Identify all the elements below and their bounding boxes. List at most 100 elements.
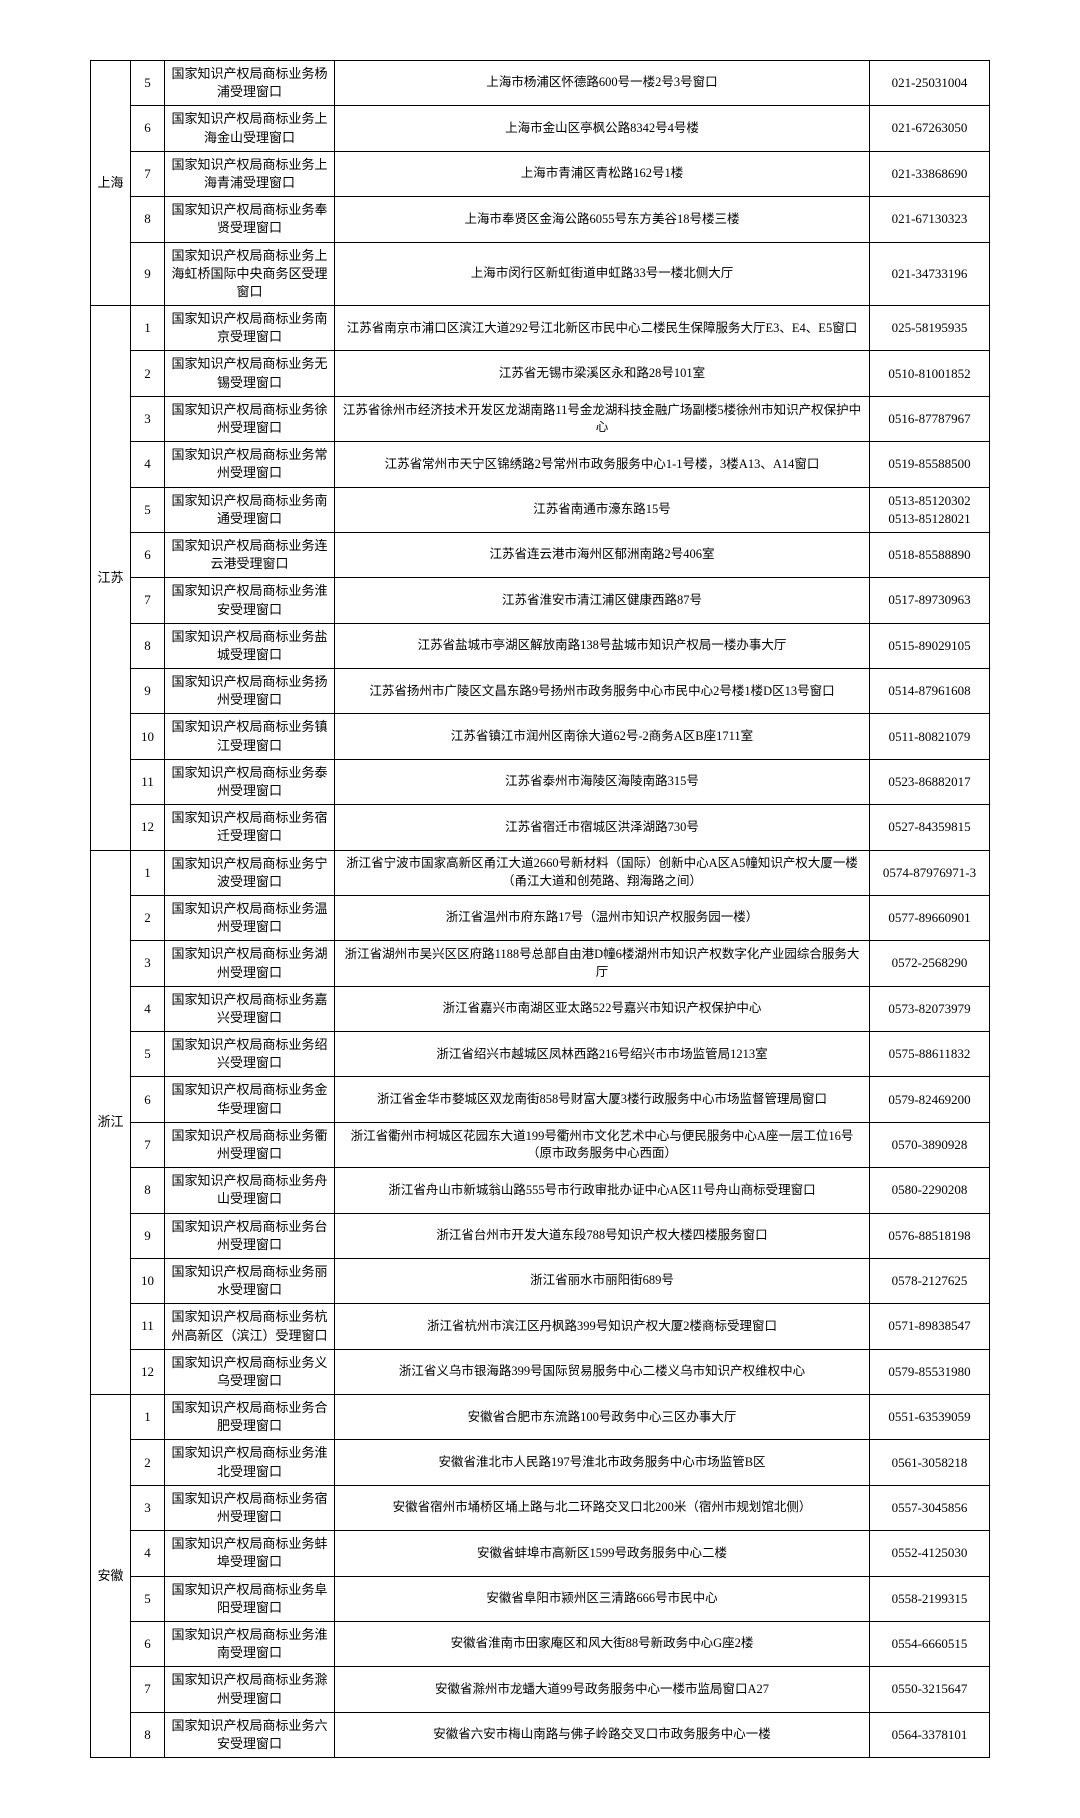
index-cell: 12 bbox=[131, 1349, 165, 1394]
office-cell: 国家知识产权局商标业务上海青浦受理窗口 bbox=[165, 151, 335, 196]
phone-cell: 025-58195935 bbox=[870, 306, 990, 351]
phone-cell: 021-67263050 bbox=[870, 106, 990, 151]
phone-cell: 0579-85531980 bbox=[870, 1349, 990, 1394]
table-row: 9国家知识产权局商标业务上海虹桥国际中央商务区受理窗口上海市闵行区新虹街道申虹路… bbox=[91, 242, 990, 306]
table-row: 3国家知识产权局商标业务徐州受理窗口江苏省徐州市经济技术开发区龙湖南路11号金龙… bbox=[91, 396, 990, 441]
address-cell: 江苏省镇江市润州区南徐大道62号-2商务A区B座1711室 bbox=[335, 714, 870, 759]
index-cell: 8 bbox=[131, 197, 165, 242]
table-row: 3国家知识产权局商标业务宿州受理窗口安徽省宿州市埇桥区埇上路与北二环路交叉口北2… bbox=[91, 1485, 990, 1530]
phone-cell: 0574-87976971-3 bbox=[870, 850, 990, 895]
office-cell: 国家知识产权局商标业务滁州受理窗口 bbox=[165, 1667, 335, 1712]
address-cell: 江苏省无锡市梁溪区永和路28号101室 bbox=[335, 351, 870, 396]
office-cell: 国家知识产权局商标业务杭州高新区（滨江）受理窗口 bbox=[165, 1304, 335, 1349]
address-cell: 江苏省南通市濠东路15号 bbox=[335, 487, 870, 532]
office-cell: 国家知识产权局商标业务湖州受理窗口 bbox=[165, 941, 335, 986]
table-row: 9国家知识产权局商标业务扬州受理窗口江苏省扬州市广陵区文昌东路9号扬州市政务服务… bbox=[91, 669, 990, 714]
office-cell: 国家知识产权局商标业务舟山受理窗口 bbox=[165, 1168, 335, 1213]
index-cell: 10 bbox=[131, 714, 165, 759]
table-row: 浙江1国家知识产权局商标业务宁波受理窗口浙江省宁波市国家高新区甬江大道2660号… bbox=[91, 850, 990, 895]
index-cell: 4 bbox=[131, 986, 165, 1031]
province-cell: 上海 bbox=[91, 61, 131, 306]
index-cell: 1 bbox=[131, 306, 165, 351]
office-cell: 国家知识产权局商标业务淮安受理窗口 bbox=[165, 578, 335, 623]
address-cell: 上海市金山区亭枫公路8342号4号楼 bbox=[335, 106, 870, 151]
office-cell: 国家知识产权局商标业务宿州受理窗口 bbox=[165, 1485, 335, 1530]
phone-cell: 0579-82469200 bbox=[870, 1077, 990, 1122]
office-cell: 国家知识产权局商标业务徐州受理窗口 bbox=[165, 396, 335, 441]
table-row: 4国家知识产权局商标业务嘉兴受理窗口浙江省嘉兴市南湖区亚太路522号嘉兴市知识产… bbox=[91, 986, 990, 1031]
table-row: 2国家知识产权局商标业务温州受理窗口浙江省温州市府东路17号（温州市知识产权服务… bbox=[91, 895, 990, 940]
phone-cell: 0561-3058218 bbox=[870, 1440, 990, 1485]
table-row: 8国家知识产权局商标业务舟山受理窗口浙江省舟山市新城翁山路555号市行政审批办证… bbox=[91, 1168, 990, 1213]
office-cell: 国家知识产权局商标业务淮南受理窗口 bbox=[165, 1621, 335, 1666]
phone-cell: 0551-63539059 bbox=[870, 1395, 990, 1440]
table-row: 安徽1国家知识产权局商标业务合肥受理窗口安徽省合肥市东流路100号政务中心三区办… bbox=[91, 1395, 990, 1440]
phone-cell: 0571-89838547 bbox=[870, 1304, 990, 1349]
address-cell: 浙江省温州市府东路17号（温州市知识产权服务园一楼） bbox=[335, 895, 870, 940]
address-cell: 浙江省金华市婺城区双龙南街858号财富大厦3楼行政服务中心市场监督管理局窗口 bbox=[335, 1077, 870, 1122]
phone-cell: 021-25031004 bbox=[870, 61, 990, 106]
phone-cell: 0515-89029105 bbox=[870, 623, 990, 668]
phone-cell: 0514-87961608 bbox=[870, 669, 990, 714]
table-row: 4国家知识产权局商标业务蚌埠受理窗口安徽省蚌埠市高新区1599号政务服务中心二楼… bbox=[91, 1531, 990, 1576]
address-cell: 浙江省舟山市新城翁山路555号市行政审批办证中心A区11号舟山商标受理窗口 bbox=[335, 1168, 870, 1213]
index-cell: 8 bbox=[131, 1712, 165, 1757]
phone-cell: 0516-87787967 bbox=[870, 396, 990, 441]
table-row: 5国家知识产权局商标业务阜阳受理窗口安徽省阜阳市颍州区三清路666号市民中心05… bbox=[91, 1576, 990, 1621]
office-cell: 国家知识产权局商标业务六安受理窗口 bbox=[165, 1712, 335, 1757]
index-cell: 7 bbox=[131, 1122, 165, 1167]
index-cell: 7 bbox=[131, 578, 165, 623]
address-cell: 江苏省泰州市海陵区海陵南路315号 bbox=[335, 759, 870, 804]
index-cell: 9 bbox=[131, 1213, 165, 1258]
office-cell: 国家知识产权局商标业务合肥受理窗口 bbox=[165, 1395, 335, 1440]
table-row: 8国家知识产权局商标业务盐城受理窗口江苏省盐城市亭湖区解放南路138号盐城市知识… bbox=[91, 623, 990, 668]
index-cell: 6 bbox=[131, 1621, 165, 1666]
phone-cell: 021-67130323 bbox=[870, 197, 990, 242]
table-row: 2国家知识产权局商标业务无锡受理窗口江苏省无锡市梁溪区永和路28号101室051… bbox=[91, 351, 990, 396]
office-cell: 国家知识产权局商标业务南通受理窗口 bbox=[165, 487, 335, 532]
table-row: 7国家知识产权局商标业务衢州受理窗口浙江省衢州市柯城区花园东大道199号衢州市文… bbox=[91, 1122, 990, 1167]
index-cell: 2 bbox=[131, 351, 165, 396]
index-cell: 7 bbox=[131, 1667, 165, 1712]
index-cell: 12 bbox=[131, 805, 165, 850]
office-cell: 国家知识产权局商标业务上海虹桥国际中央商务区受理窗口 bbox=[165, 242, 335, 306]
index-cell: 4 bbox=[131, 442, 165, 487]
index-cell: 2 bbox=[131, 895, 165, 940]
phone-cell: 0518-85588890 bbox=[870, 532, 990, 577]
phone-cell: 0564-3378101 bbox=[870, 1712, 990, 1757]
phone-cell: 0519-85588500 bbox=[870, 442, 990, 487]
province-cell: 江苏 bbox=[91, 306, 131, 851]
table-row: 10国家知识产权局商标业务镇江受理窗口江苏省镇江市润州区南徐大道62号-2商务A… bbox=[91, 714, 990, 759]
table-row: 8国家知识产权局商标业务六安受理窗口安徽省六安市梅山南路与佛子岭路交叉口市政务服… bbox=[91, 1712, 990, 1757]
office-cell: 国家知识产权局商标业务蚌埠受理窗口 bbox=[165, 1531, 335, 1576]
address-cell: 安徽省宿州市埇桥区埇上路与北二环路交叉口北200米（宿州市规划馆北侧） bbox=[335, 1485, 870, 1530]
office-cell: 国家知识产权局商标业务无锡受理窗口 bbox=[165, 351, 335, 396]
address-cell: 江苏省南京市浦口区滨江大道292号江北新区市民中心二楼民生保障服务大厅E3、E4… bbox=[335, 306, 870, 351]
index-cell: 6 bbox=[131, 1077, 165, 1122]
province-cell: 浙江 bbox=[91, 850, 131, 1395]
office-cell: 国家知识产权局商标业务温州受理窗口 bbox=[165, 895, 335, 940]
address-cell: 上海市青浦区青松路162号1楼 bbox=[335, 151, 870, 196]
phone-cell: 021-33868690 bbox=[870, 151, 990, 196]
table-row: 11国家知识产权局商标业务杭州高新区（滨江）受理窗口浙江省杭州市滨江区丹枫路39… bbox=[91, 1304, 990, 1349]
table-row: 3国家知识产权局商标业务湖州受理窗口浙江省湖州市吴兴区区府路1188号总部自由港… bbox=[91, 941, 990, 986]
table-row: 6国家知识产权局商标业务连云港受理窗口江苏省连云港市海州区郁洲南路2号406室0… bbox=[91, 532, 990, 577]
phone-cell: 0572-2568290 bbox=[870, 941, 990, 986]
phone-cell: 0557-3045856 bbox=[870, 1485, 990, 1530]
address-cell: 安徽省阜阳市颍州区三清路666号市民中心 bbox=[335, 1576, 870, 1621]
address-cell: 江苏省扬州市广陵区文昌东路9号扬州市政务服务中心市民中心2号楼1楼D区13号窗口 bbox=[335, 669, 870, 714]
office-cell: 国家知识产权局商标业务淮北受理窗口 bbox=[165, 1440, 335, 1485]
office-cell: 国家知识产权局商标业务镇江受理窗口 bbox=[165, 714, 335, 759]
table-row: 2国家知识产权局商标业务淮北受理窗口安徽省淮北市人民路197号淮北市政务服务中心… bbox=[91, 1440, 990, 1485]
address-cell: 江苏省连云港市海州区郁洲南路2号406室 bbox=[335, 532, 870, 577]
office-cell: 国家知识产权局商标业务阜阳受理窗口 bbox=[165, 1576, 335, 1621]
office-cell: 国家知识产权局商标业务泰州受理窗口 bbox=[165, 759, 335, 804]
phone-cell: 0513-851203020513-85128021 bbox=[870, 487, 990, 532]
index-cell: 4 bbox=[131, 1531, 165, 1576]
address-cell: 上海市杨浦区怀德路600号一楼2号3号窗口 bbox=[335, 61, 870, 106]
address-cell: 安徽省六安市梅山南路与佛子岭路交叉口市政务服务中心一楼 bbox=[335, 1712, 870, 1757]
office-cell: 国家知识产权局商标业务绍兴受理窗口 bbox=[165, 1032, 335, 1077]
office-cell: 国家知识产权局商标业务奉贤受理窗口 bbox=[165, 197, 335, 242]
index-cell: 9 bbox=[131, 669, 165, 714]
index-cell: 1 bbox=[131, 850, 165, 895]
